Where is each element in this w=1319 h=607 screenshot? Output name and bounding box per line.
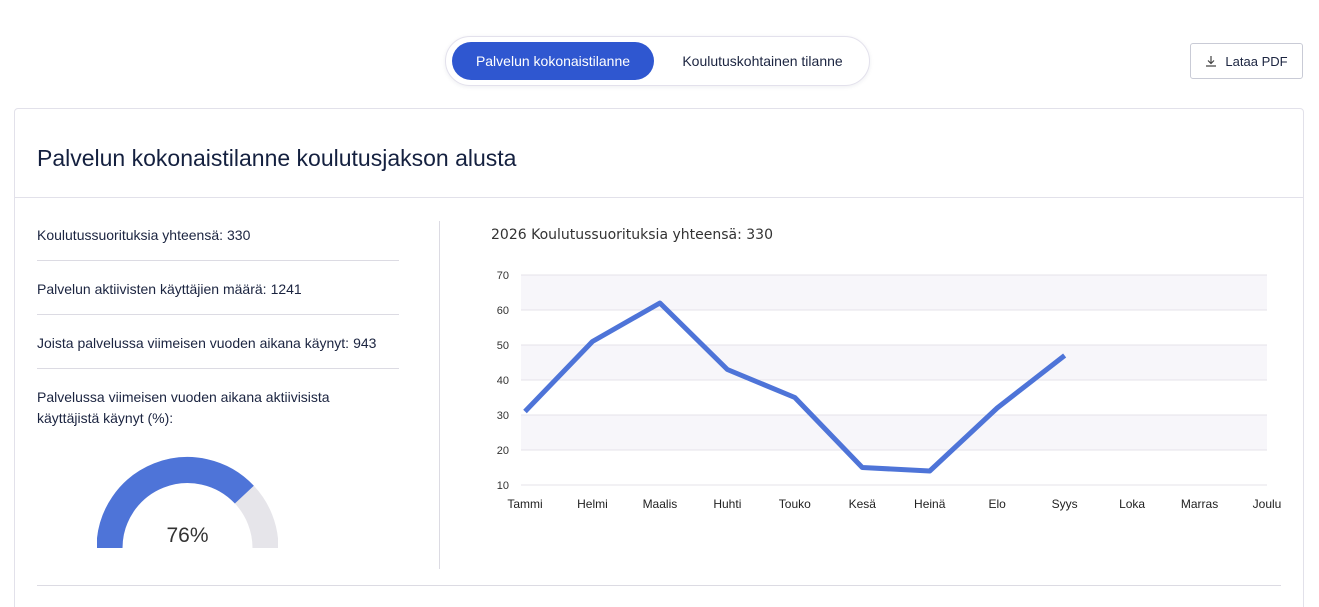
y-tick-label: 70 xyxy=(497,270,509,282)
x-tick-label: Marras xyxy=(1181,497,1218,511)
gauge-svg xyxy=(96,457,279,549)
stat-label: Joista palvelussa viimeisen vuoden aikan… xyxy=(37,335,350,351)
download-pdf-label: Lataa PDF xyxy=(1225,53,1288,69)
y-tick-label: 10 xyxy=(497,480,509,492)
series-line xyxy=(523,300,1067,474)
grid-band xyxy=(521,415,1267,450)
x-tick-label: Elo xyxy=(989,497,1007,511)
stat-value: 943 xyxy=(353,335,377,351)
x-tick-label: Tammi xyxy=(507,497,542,511)
x-tick-label: Helmi xyxy=(577,497,608,511)
column-divider xyxy=(439,221,440,569)
x-tick-label: Maalis xyxy=(643,497,678,511)
gauge-fill xyxy=(96,457,254,549)
gauge-value: 76% xyxy=(166,524,209,547)
tab-course-status[interactable]: Koulutuskohtainen tilanne xyxy=(682,53,843,69)
y-tick-label: 30 xyxy=(497,410,509,422)
stat-value: 1241 xyxy=(270,281,302,297)
x-tick-label: Loka xyxy=(1119,497,1145,511)
grid-band xyxy=(521,345,1267,380)
stat-active-users: Palvelun aktiivisten käyttäjien määrä: 12… xyxy=(37,261,399,315)
card-title: Palvelun kokonaistilanne koulutusjakson … xyxy=(37,145,517,171)
y-tick-label: 40 xyxy=(497,375,509,387)
grid-band xyxy=(521,275,1267,310)
x-tick-label: Kesä xyxy=(849,497,877,511)
overview-card: Palvelun kokonaistilanne koulutusjakson … xyxy=(14,108,1304,607)
stats-list: Koulutussuorituksia yhteensä: 330 Palvelu… xyxy=(37,221,399,429)
download-icon xyxy=(1206,56,1217,67)
tab-overall-status[interactable]: Palvelun kokonaistilanne xyxy=(452,42,654,80)
x-tick-label: Huhti xyxy=(713,497,741,511)
x-tick-label: Joulu xyxy=(1253,497,1282,511)
y-tick-label: 60 xyxy=(497,305,509,317)
stat-total-completions: Koulutussuorituksia yhteensä: 330 xyxy=(37,221,399,261)
y-tick-label: 20 xyxy=(497,445,509,457)
stat-label: Koulutussuorituksia yhteensä: xyxy=(37,227,223,243)
chart-title: 2026 Koulutussuorituksia yhteensä: 330 xyxy=(491,227,773,243)
percentage-gauge: 76% xyxy=(96,454,279,549)
gauge-label: Palvelussa viimeisen vuoden aikana aktii… xyxy=(37,389,330,426)
download-pdf-button[interactable]: Lataa PDF xyxy=(1190,43,1303,79)
view-tabs: Palvelun kokonaistilanne Koulutuskohtain… xyxy=(445,36,870,86)
stat-label: Palvelun aktiivisten käyttäjien määrä: xyxy=(37,281,267,297)
card-bottom-divider xyxy=(37,585,1281,586)
card-divider xyxy=(15,197,1303,198)
stat-visited-last-year: Joista palvelussa viimeisen vuoden aikan… xyxy=(37,315,399,369)
monthly-completions-chart: 10 20 30 40 50 60 70 Tammi Helmi Maalis Huhti Touko… xyxy=(497,270,1282,511)
x-tick-label: Heinä xyxy=(914,497,946,511)
x-tick-label: Touko xyxy=(779,497,811,511)
x-tick-label: Syys xyxy=(1052,497,1078,511)
y-tick-label: 50 xyxy=(497,340,509,352)
stat-value: 330 xyxy=(227,227,251,243)
